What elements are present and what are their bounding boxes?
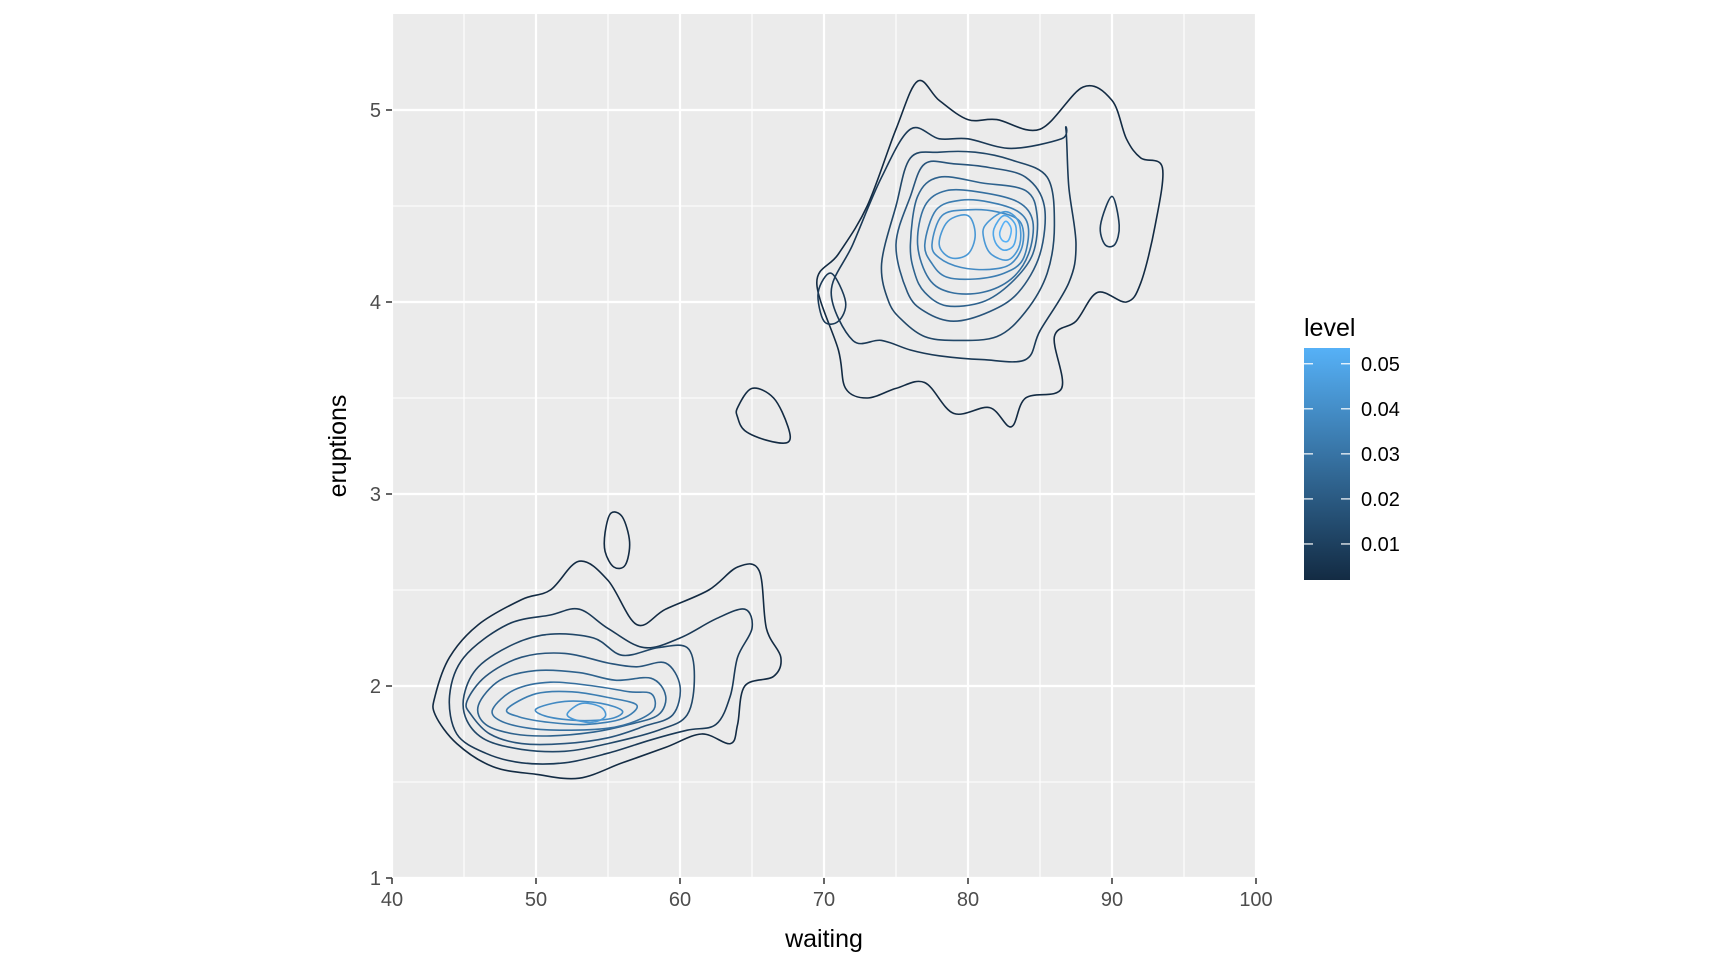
contour-line bbox=[1099, 195, 1121, 248]
contour-line bbox=[998, 220, 1013, 243]
legend-title: level bbox=[1304, 314, 1355, 342]
y-axis: 1 2 3 4 5 bbox=[370, 100, 392, 890]
y-tick-label: 3 bbox=[370, 484, 381, 506]
contour-line bbox=[448, 607, 754, 765]
contour-line bbox=[534, 700, 624, 722]
contour-line bbox=[992, 214, 1018, 252]
contour-line bbox=[830, 126, 1077, 363]
legend-colorbar bbox=[1304, 348, 1350, 580]
legend-label: 0.01 bbox=[1361, 534, 1400, 556]
legend-label: 0.03 bbox=[1361, 444, 1400, 466]
contour-line bbox=[815, 79, 1164, 428]
contour-line bbox=[880, 150, 1056, 342]
contour-line bbox=[603, 511, 631, 570]
legend-label: 0.02 bbox=[1361, 489, 1400, 511]
legend-ticks: 0.05 0.04 0.03 0.02 0.01 bbox=[1304, 354, 1400, 556]
contour-line bbox=[817, 272, 847, 325]
y-axis-title: eruptions bbox=[324, 395, 352, 498]
contour-line bbox=[566, 702, 607, 724]
contour-line bbox=[923, 198, 1030, 281]
legend: level 0.05 0.04 0.03 0.02 0.01 bbox=[1304, 314, 1400, 580]
contour-line bbox=[938, 214, 977, 260]
y-tick-label: 2 bbox=[370, 676, 381, 698]
contour-line bbox=[916, 188, 1035, 295]
y-tick-label: 5 bbox=[370, 100, 381, 122]
legend-label: 0.04 bbox=[1361, 399, 1400, 421]
contour-line bbox=[735, 387, 792, 444]
contour-lines bbox=[432, 79, 1164, 780]
contour-line bbox=[505, 690, 638, 726]
y-tick-label: 4 bbox=[370, 292, 381, 314]
y-tick-label: 1 bbox=[370, 868, 381, 890]
x-tick-label: 100 bbox=[1239, 889, 1272, 911]
x-axis-title: waiting bbox=[784, 925, 863, 953]
x-tick-label: 80 bbox=[957, 889, 979, 911]
contour-line bbox=[982, 210, 1022, 261]
contour-line bbox=[491, 681, 657, 732]
x-tick-label: 70 bbox=[813, 889, 835, 911]
contour-line bbox=[462, 633, 696, 753]
contour-line bbox=[909, 175, 1039, 308]
x-tick-label: 90 bbox=[1101, 889, 1123, 911]
contour-line bbox=[432, 560, 782, 780]
x-axis: 40 50 60 70 80 90 100 bbox=[381, 878, 1273, 911]
contour-line bbox=[465, 652, 682, 746]
contour-line bbox=[895, 160, 1047, 323]
x-tick-label: 60 bbox=[669, 889, 691, 911]
x-tick-label: 40 bbox=[381, 889, 403, 911]
contour-line bbox=[476, 669, 667, 737]
x-tick-label: 50 bbox=[525, 889, 547, 911]
legend-label: 0.05 bbox=[1361, 354, 1400, 376]
contour-line bbox=[931, 208, 1025, 271]
